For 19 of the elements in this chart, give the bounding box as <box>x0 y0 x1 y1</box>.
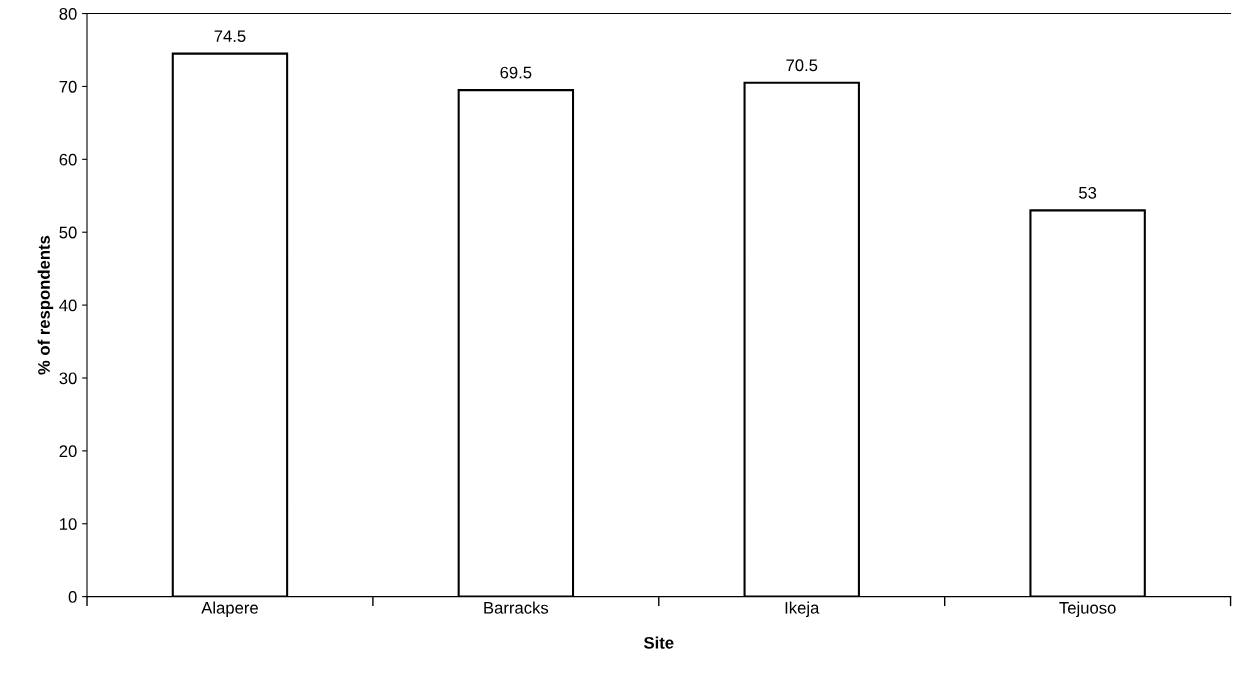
data-label: 69.5 <box>500 66 532 79</box>
y-axis-title: % of respondents <box>37 235 54 375</box>
data-label: 74.5 <box>214 30 246 43</box>
y-tick-label: 20 <box>59 445 77 458</box>
data-label: 53 <box>1079 186 1097 199</box>
x-tick-label: Alapere <box>201 601 258 618</box>
data-label: 70.5 <box>786 59 818 72</box>
y-tick-label: 0 <box>68 591 77 603</box>
y-tick-label: 40 <box>59 299 77 312</box>
x-tick-label: Ikeja <box>785 601 820 618</box>
x-tick-label: Tejuoso <box>1059 601 1116 618</box>
y-tick-label: 50 <box>59 226 77 239</box>
y-tick-label: 70 <box>59 80 77 93</box>
x-tick-label: Barracks <box>484 601 549 614</box>
y-tick-label: 60 <box>59 153 77 166</box>
y-tick-label: 10 <box>60 518 77 530</box>
y-tick-label: 30 <box>59 372 77 385</box>
x-axis-title: Site <box>643 636 674 649</box>
y-tick-label: 80 <box>59 7 77 20</box>
